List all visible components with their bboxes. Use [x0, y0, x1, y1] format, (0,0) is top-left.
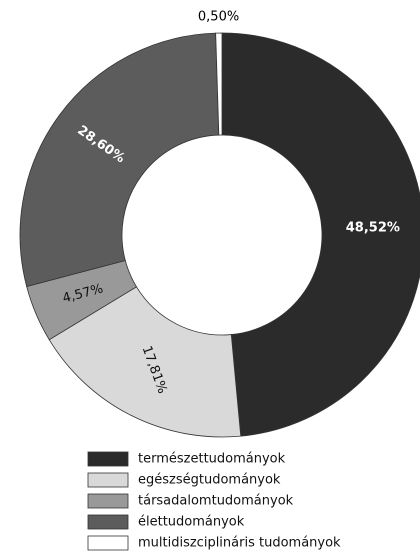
donut-segment: [215, 32, 223, 136]
legend-swatch: [87, 472, 129, 488]
legend-label: egészségtudományok: [138, 473, 281, 488]
legend-label: multidiszciplináris tudományok: [138, 536, 341, 551]
donut-segment: [19, 32, 220, 287]
legend-label: élettudományok: [138, 515, 245, 530]
data-label: 48,52%: [346, 220, 400, 235]
legend-label: természettudományok: [138, 452, 286, 467]
data-label: 0,50%: [198, 10, 239, 25]
donut-segment: [48, 286, 242, 438]
legend-swatch: [87, 514, 129, 530]
donut-segment: [221, 32, 420, 437]
legend-swatch: [87, 451, 129, 467]
legend-swatch: [87, 493, 129, 509]
legend-swatch: [87, 535, 129, 551]
legend-label: társadalomtudományok: [138, 494, 294, 509]
